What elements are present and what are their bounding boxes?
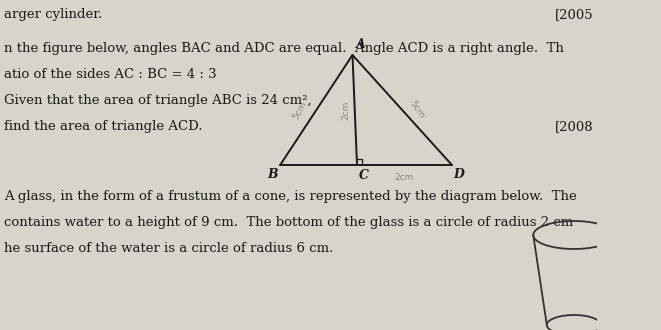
Text: 5cm: 5cm — [292, 99, 309, 121]
Text: 2cm: 2cm — [395, 173, 414, 182]
Text: [2008: [2008 — [555, 120, 594, 133]
Text: [2005: [2005 — [555, 8, 594, 21]
Text: he surface of the water is a circle of radius 6 cm.: he surface of the water is a circle of r… — [3, 242, 333, 255]
Text: 5cm: 5cm — [407, 99, 426, 120]
Text: B: B — [268, 168, 278, 181]
Text: atio of the sides AC : BC = 4 : 3: atio of the sides AC : BC = 4 : 3 — [3, 68, 216, 81]
Text: contains water to a height of 9 cm.  The bottom of the glass is a circle of radi: contains water to a height of 9 cm. The … — [3, 216, 573, 229]
Text: Given that the area of triangle ABC is 24 cm²,: Given that the area of triangle ABC is 2… — [3, 94, 311, 107]
Text: arger cylinder.: arger cylinder. — [3, 8, 102, 21]
Text: C: C — [359, 169, 369, 182]
Text: D: D — [453, 168, 465, 181]
Text: 2cm: 2cm — [342, 100, 351, 120]
Text: find the area of triangle ACD.: find the area of triangle ACD. — [3, 120, 202, 133]
Text: A: A — [356, 38, 366, 51]
Text: A glass, in the form of a frustum of a cone, is represented by the diagram below: A glass, in the form of a frustum of a c… — [3, 190, 576, 203]
Text: n the figure below, angles BAC and ADC are equal.  Angle ACD is a right angle.  : n the figure below, angles BAC and ADC a… — [3, 42, 563, 55]
